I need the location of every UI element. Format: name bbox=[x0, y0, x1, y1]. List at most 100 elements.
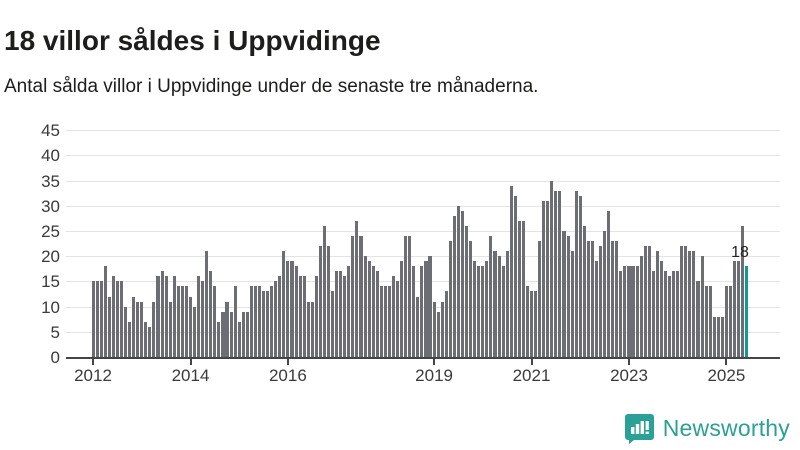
x-tick-label: 2019 bbox=[415, 366, 453, 385]
bar bbox=[412, 266, 416, 357]
bar bbox=[257, 286, 262, 357]
bar bbox=[282, 251, 286, 357]
bar bbox=[371, 266, 375, 357]
bar bbox=[712, 316, 716, 357]
y-tick-label: 35 bbox=[41, 171, 60, 191]
bar bbox=[387, 286, 391, 357]
bar bbox=[144, 321, 148, 357]
bar bbox=[229, 311, 233, 357]
bar bbox=[383, 286, 387, 357]
bar bbox=[140, 301, 144, 357]
bar bbox=[477, 266, 481, 357]
x-tick-mark bbox=[628, 359, 630, 365]
bar bbox=[314, 276, 318, 357]
bar bbox=[274, 281, 278, 357]
bar bbox=[684, 246, 688, 357]
bar bbox=[326, 246, 331, 357]
gridline bbox=[66, 231, 780, 232]
bar bbox=[184, 286, 188, 357]
bar bbox=[128, 321, 132, 357]
bar bbox=[156, 276, 160, 357]
bar bbox=[408, 236, 412, 357]
bar bbox=[668, 276, 672, 357]
bar bbox=[513, 195, 517, 357]
bar bbox=[607, 210, 611, 357]
bar bbox=[732, 261, 737, 357]
bar bbox=[574, 190, 578, 357]
bar bbox=[704, 286, 708, 357]
bar bbox=[160, 271, 164, 357]
bar bbox=[716, 316, 720, 357]
bar bbox=[688, 251, 692, 357]
bar bbox=[241, 311, 245, 357]
bar bbox=[619, 271, 623, 357]
bar bbox=[582, 225, 586, 357]
x-tick-mark bbox=[725, 359, 728, 365]
bar bbox=[290, 261, 294, 357]
page-title: 18 villor såldes i Uppvidinge bbox=[4, 24, 381, 56]
x-tick-label: 2023 bbox=[610, 366, 648, 385]
x-tick-label: 2014 bbox=[171, 366, 210, 385]
x-tick-mark bbox=[92, 359, 94, 365]
bar bbox=[91, 281, 95, 357]
bar bbox=[615, 241, 619, 357]
x-tick-mark bbox=[433, 359, 436, 365]
bar bbox=[432, 301, 436, 357]
bar bbox=[676, 271, 680, 357]
bar bbox=[505, 251, 509, 357]
bar bbox=[623, 266, 627, 357]
bar bbox=[603, 231, 607, 357]
bar bbox=[708, 286, 712, 357]
gridline bbox=[66, 180, 780, 182]
bar bbox=[111, 276, 115, 357]
y-tick-label: 10 bbox=[41, 297, 60, 317]
bar bbox=[525, 286, 529, 357]
bar bbox=[578, 195, 582, 357]
bar bbox=[473, 261, 477, 357]
bar bbox=[700, 256, 704, 357]
y-tick-label: 20 bbox=[41, 247, 60, 267]
bar bbox=[331, 291, 335, 357]
bar bbox=[550, 180, 554, 357]
bar bbox=[655, 251, 659, 357]
y-tick-label: 30 bbox=[41, 196, 60, 216]
bar bbox=[193, 306, 197, 357]
x-tick-mark bbox=[286, 359, 289, 365]
bar bbox=[635, 266, 639, 357]
bar bbox=[542, 200, 546, 357]
bar bbox=[493, 251, 497, 357]
bar-chart-speech-bubble-icon bbox=[624, 413, 655, 444]
bar bbox=[302, 276, 306, 357]
bar bbox=[396, 281, 400, 357]
bar bbox=[286, 261, 290, 357]
bar bbox=[651, 271, 655, 357]
bar bbox=[318, 246, 322, 357]
brand-name: Newsworthy bbox=[662, 414, 790, 441]
bar bbox=[351, 236, 355, 357]
bar bbox=[509, 185, 513, 357]
bar bbox=[253, 286, 257, 357]
chart-plot-area: 0 5 10 15 20 25 30 35 40 45 2012 2014 2016 2019 2021 20… bbox=[41, 122, 780, 385]
bar bbox=[460, 210, 465, 357]
bar bbox=[213, 286, 217, 357]
bar bbox=[517, 220, 521, 357]
bar bbox=[123, 306, 128, 357]
bar bbox=[188, 296, 193, 357]
bar bbox=[103, 266, 107, 357]
bar bbox=[692, 251, 696, 357]
gridline bbox=[66, 155, 780, 157]
bar bbox=[355, 220, 359, 357]
bar bbox=[627, 266, 631, 357]
bar bbox=[737, 261, 741, 357]
bar bbox=[245, 311, 249, 357]
bar bbox=[262, 291, 266, 357]
bar bbox=[375, 271, 379, 357]
gridline bbox=[66, 205, 780, 207]
bar bbox=[176, 286, 180, 357]
bar bbox=[562, 231, 566, 357]
bar bbox=[594, 261, 599, 357]
bar bbox=[270, 286, 274, 357]
bar bbox=[343, 276, 347, 357]
bar bbox=[197, 276, 201, 357]
bar bbox=[647, 246, 651, 357]
